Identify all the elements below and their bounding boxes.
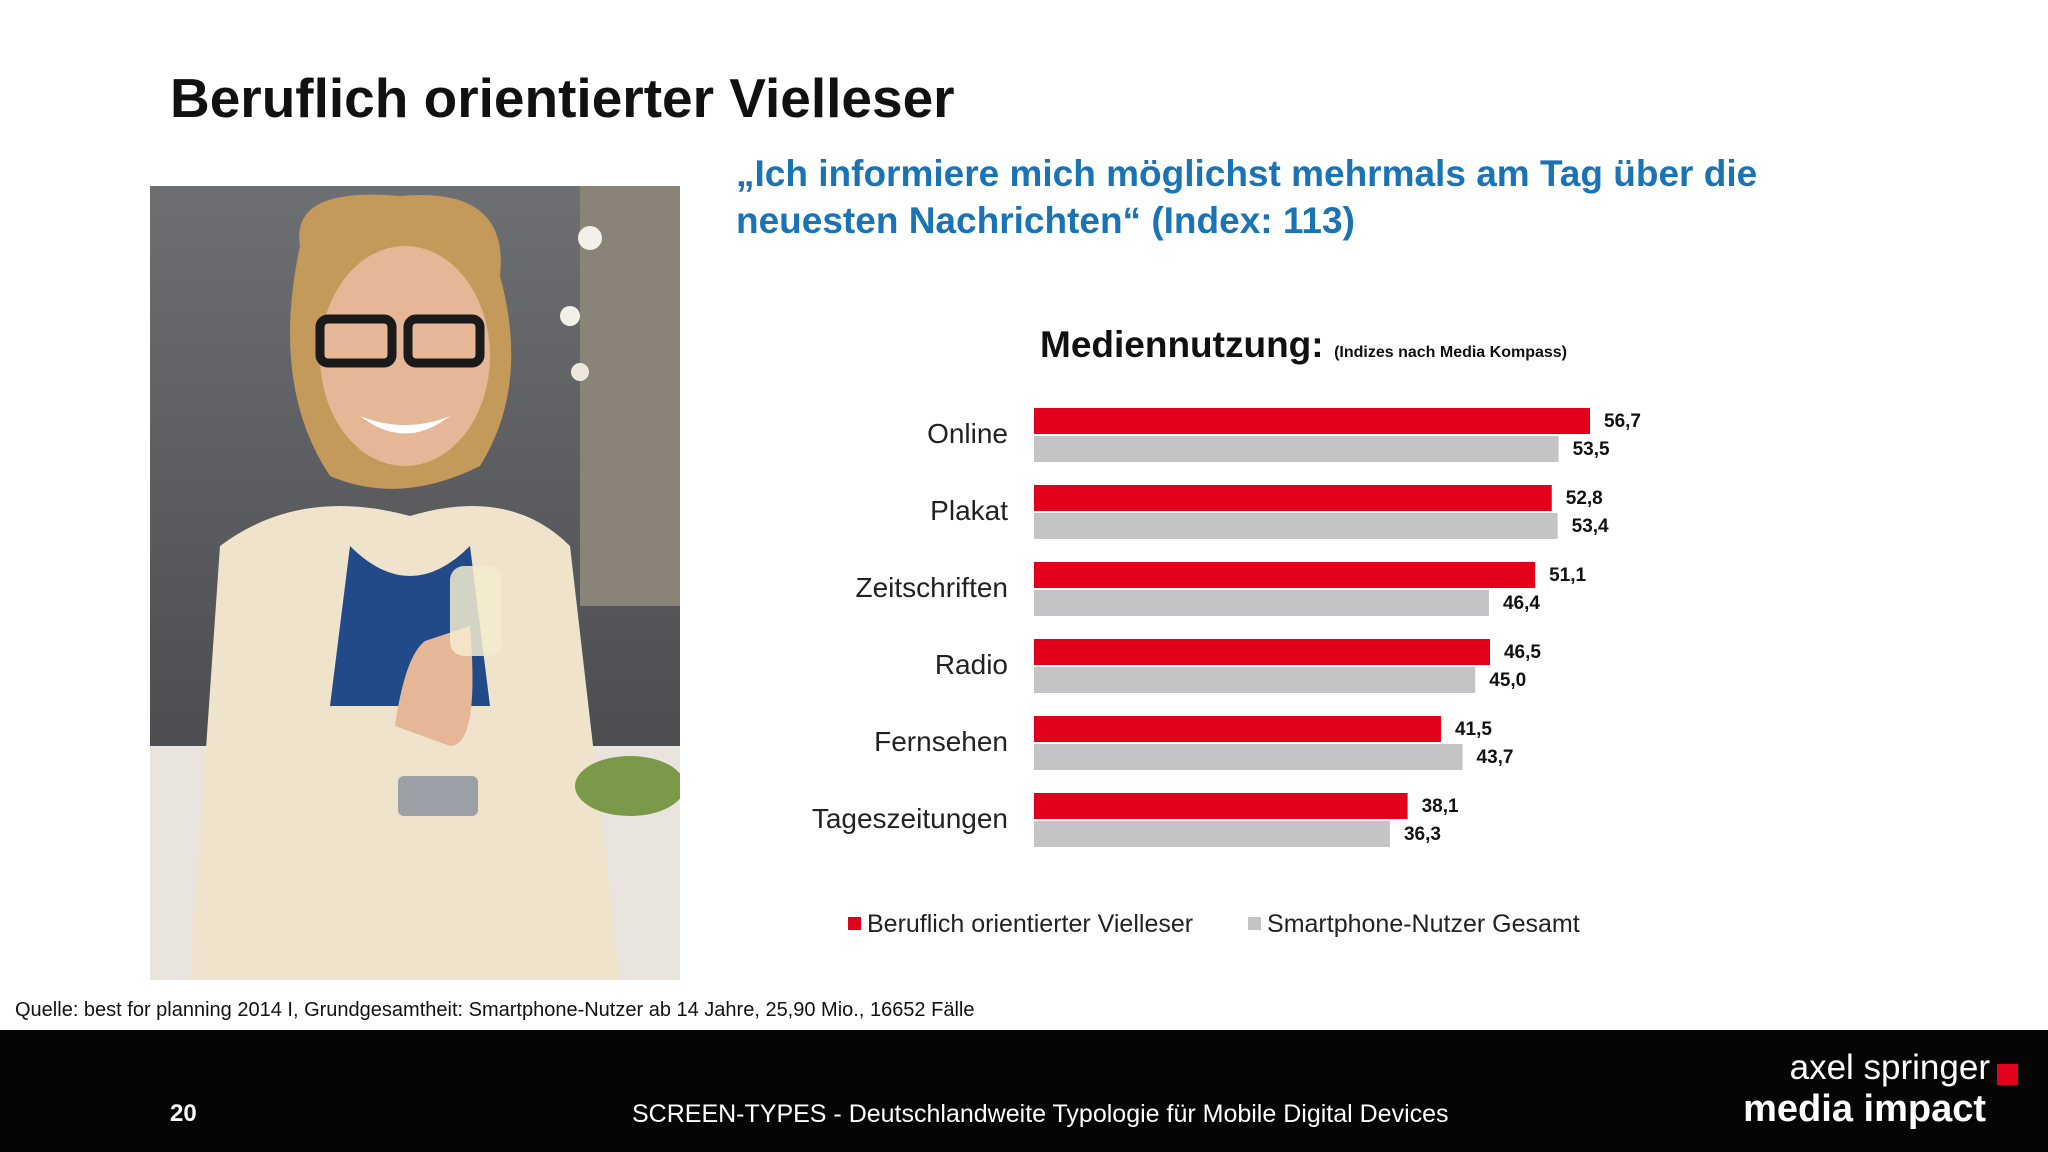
bar — [1034, 821, 1390, 847]
bar — [1034, 744, 1463, 770]
legend-label-red: Beruflich orientierter Vielleser — [867, 910, 1194, 938]
data-label: 43,7 — [1477, 747, 1514, 768]
legend-swatch-grey — [1248, 917, 1262, 930]
source-note: Quelle: best for planning 2014 I, Grundg… — [15, 999, 975, 1021]
data-label: 56,7 — [1604, 411, 1641, 432]
bar — [1034, 562, 1536, 588]
chart-title: Mediennutzung: (Indizes nach Media Kompa… — [1040, 324, 1567, 366]
footer-bar: 20 SCREEN-TYPES - Deutschlandweite Typol… — [0, 1030, 2048, 1152]
data-label: 38,1 — [1422, 796, 1459, 817]
logo-square-icon — [1997, 1064, 2018, 1085]
data-label: 53,4 — [1572, 516, 1609, 537]
chart-title-main: Mediennutzung: — [1040, 324, 1324, 365]
bar — [1034, 590, 1489, 616]
category-label: Tageszeitungen — [812, 803, 1008, 834]
logo-line2: media impact — [1743, 1088, 1986, 1130]
data-label: 46,5 — [1504, 642, 1541, 663]
category-label: Fernsehen — [874, 726, 1008, 757]
legend-label-grey: Smartphone-Nutzer Gesamt — [1267, 910, 1580, 938]
slide-title: Beruflich orientierter Vielleser — [170, 67, 955, 129]
category-label: Plakat — [930, 495, 1008, 526]
data-label: 36,3 — [1404, 824, 1441, 845]
chart-legend: Beruflich orientierter Vielleser Smartph… — [848, 910, 1628, 939]
media-usage-chart: Mediennutzung: (Indizes nach Media Kompa… — [740, 300, 1740, 960]
legend-swatch-red — [848, 917, 861, 930]
chart-subtitle: (Indizes nach Media Kompass) — [1334, 344, 1567, 361]
bar — [1034, 793, 1408, 819]
axel-springer-logo: axel springer media impact — [1720, 1044, 2020, 1144]
bar — [1034, 716, 1441, 742]
woman-photo — [150, 186, 680, 980]
logo-line1: axel springer — [1789, 1048, 1990, 1087]
data-label: 53,5 — [1573, 439, 1610, 460]
data-label: 41,5 — [1455, 719, 1492, 740]
data-label: 52,8 — [1566, 488, 1603, 509]
data-label: 46,4 — [1503, 593, 1540, 614]
legend-item-grey: Smartphone-Nutzer Gesamt — [1248, 910, 1580, 939]
data-label: 45,0 — [1489, 670, 1526, 691]
bar — [1034, 485, 1552, 511]
bar — [1034, 513, 1558, 539]
category-label: Zeitschriften — [856, 572, 1009, 603]
category-label: Radio — [935, 649, 1008, 680]
chart-plot: Online 56,7 53,5 Plakat 52,8 53,4 Zeitschrifte… — [812, 408, 1641, 847]
data-label: 51,1 — [1549, 565, 1586, 586]
legend-item-red: Beruflich orientierter Vielleser — [848, 910, 1193, 939]
page-number: 20 — [170, 1100, 197, 1127]
bar — [1034, 667, 1476, 693]
bar — [1034, 639, 1490, 665]
photo-illustration — [150, 186, 680, 980]
quote-text: „Ich informiere mich möglichst mehrmals … — [736, 153, 1758, 241]
bar — [1034, 408, 1590, 434]
footer-text: SCREEN-TYPES - Deutschlandweite Typologi… — [632, 1100, 1449, 1128]
bar — [1034, 436, 1559, 462]
category-label: Online — [927, 418, 1008, 449]
